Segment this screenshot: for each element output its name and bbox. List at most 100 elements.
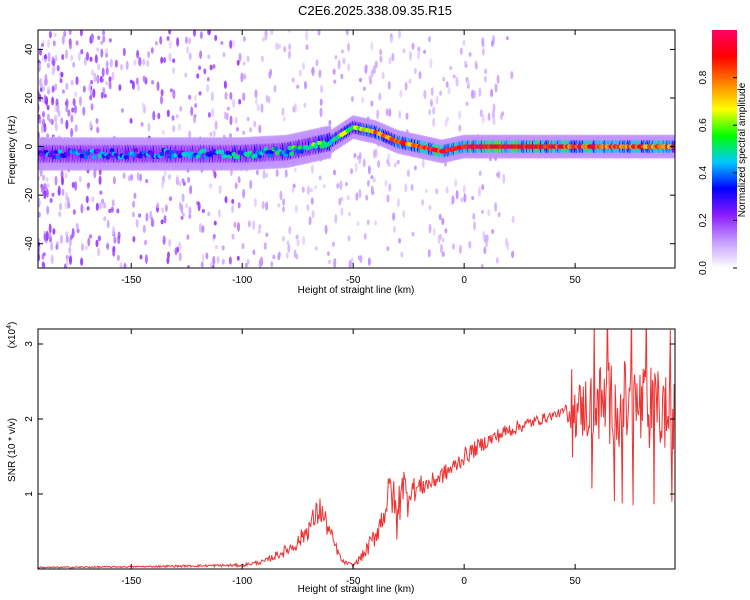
spectrogram-cell	[359, 77, 362, 83]
spectrogram-cell	[265, 150, 271, 155]
spectrogram-cell	[75, 40, 79, 46]
snr-series-line	[38, 329, 675, 569]
spectrogram-cell	[270, 261, 274, 268]
spectrogram-cell	[45, 188, 49, 198]
spectrogram-cell	[272, 254, 276, 260]
spectrogram-cell	[72, 209, 76, 215]
snr-panel: -150 -100 -50 0 50 1 2 3 Height of straight li…	[6, 322, 676, 595]
spectrogram-cell	[198, 222, 202, 233]
spectrogram-cell	[243, 73, 247, 80]
spectrogram-cell	[138, 213, 142, 218]
spectrogram-cell	[61, 188, 65, 196]
spectrogram-cell	[299, 149, 305, 154]
spectrogram-x-ticks: -150 -100 -50 0 50	[121, 30, 581, 286]
spectrogram-cell	[41, 98, 45, 103]
spectrogram-cell	[41, 253, 45, 260]
spectrogram-cell	[362, 158, 366, 168]
spectrogram-cell	[265, 94, 269, 103]
spectrogram-cell	[464, 60, 468, 66]
spectrogram-cell	[187, 264, 190, 268]
spectrogram-cell	[89, 56, 93, 62]
spectrogram-cell	[370, 185, 374, 196]
spectrogram-cell	[145, 179, 149, 184]
spectrogram-cell	[135, 77, 139, 85]
spectrogram-cell	[161, 179, 165, 189]
spectrogram-cell	[374, 220, 377, 226]
spectrogram-cell	[100, 92, 104, 99]
spectrogram-cell	[209, 131, 213, 137]
spectrogram-cell	[79, 30, 83, 37]
spectrogram-cell	[301, 186, 305, 193]
spectrogram-cell	[51, 66, 55, 76]
spectrogram-cell	[413, 67, 417, 75]
spectrogram-cell	[452, 243, 455, 251]
spectrogram-cell	[487, 209, 491, 217]
spectrogram-cell	[65, 82, 69, 91]
spectrogram-cell	[295, 253, 299, 260]
spectrogram-y-tick-label: -20	[24, 187, 35, 202]
spectrogram-cell	[64, 172, 68, 179]
spectrogram-cell	[468, 51, 472, 58]
spectrogram-cell	[70, 79, 74, 86]
spectrogram-cell	[103, 216, 107, 222]
spectrogram-cell	[286, 240, 290, 246]
spectrogram-cell	[242, 61, 246, 66]
spectrogram-cell	[68, 38, 72, 46]
spectrogram-cell	[233, 221, 237, 228]
spectrogram-cell	[207, 112, 211, 118]
spectrogram-cell	[166, 256, 170, 265]
spectrogram-cell	[458, 244, 462, 255]
spectrogram-cell	[273, 146, 279, 151]
spectrogram-cell	[388, 183, 392, 192]
spectrogram-cell	[105, 48, 109, 54]
spectrogram-cell	[262, 36, 266, 42]
spectrogram-cell	[499, 112, 503, 120]
spectrogram-cell	[147, 122, 151, 132]
spectrogram-cell	[213, 220, 217, 226]
spectrogram-cell	[428, 223, 432, 234]
spectrogram-cell	[120, 108, 124, 113]
spectrogram-cell	[376, 109, 380, 120]
spectrogram-cell	[265, 172, 269, 178]
spectrogram-cell	[61, 176, 64, 186]
spectrogram-cell	[207, 211, 211, 217]
spectrogram-cell	[211, 107, 215, 118]
spectrogram-cell	[67, 109, 71, 117]
spectrogram-cell	[340, 207, 344, 216]
spectrogram-cell	[287, 30, 291, 33]
spectrogram-cell	[167, 251, 170, 259]
spectrogram-cell	[212, 64, 216, 69]
spectrogram-cell	[151, 80, 155, 85]
spectrogram-cell	[283, 46, 287, 53]
spectrogram-cell	[439, 90, 443, 96]
spectrogram-cell	[88, 82, 91, 92]
spectrogram-cell	[44, 73, 48, 83]
spectrogram-cell	[74, 124, 78, 133]
spectrogram-cell	[441, 251, 445, 258]
spectrogram-cell	[132, 235, 136, 243]
spectrogram-cell	[72, 61, 76, 68]
spectrogram-cell	[203, 68, 207, 75]
spectrogram-cell	[159, 151, 165, 157]
spectrogram-cell	[54, 115, 58, 123]
spectrogram-cell	[236, 255, 240, 261]
spectrogram-cell	[273, 84, 277, 93]
snr-y-tick-label: 1	[24, 491, 35, 497]
spectrogram-cell	[164, 204, 168, 212]
spectrogram-cell	[387, 152, 391, 161]
spectrogram-cell	[511, 250, 515, 259]
spectrogram-cell	[152, 110, 156, 121]
spectrogram-cell	[129, 79, 133, 84]
spectrogram-cell	[393, 162, 397, 168]
spectrogram-cell	[137, 84, 140, 92]
spectrogram-cell	[494, 201, 498, 212]
spectrogram-cell	[118, 84, 122, 91]
spectrogram-cell	[123, 155, 129, 160]
spectrogram-cell	[47, 86, 50, 95]
spectrogram-cell	[244, 262, 248, 268]
spectrogram-cell	[112, 246, 116, 257]
spectrogram-cell	[83, 155, 89, 160]
spectrogram-cell	[156, 202, 160, 209]
spectrogram-cell	[69, 255, 72, 266]
spectrogram-cell	[109, 58, 113, 68]
